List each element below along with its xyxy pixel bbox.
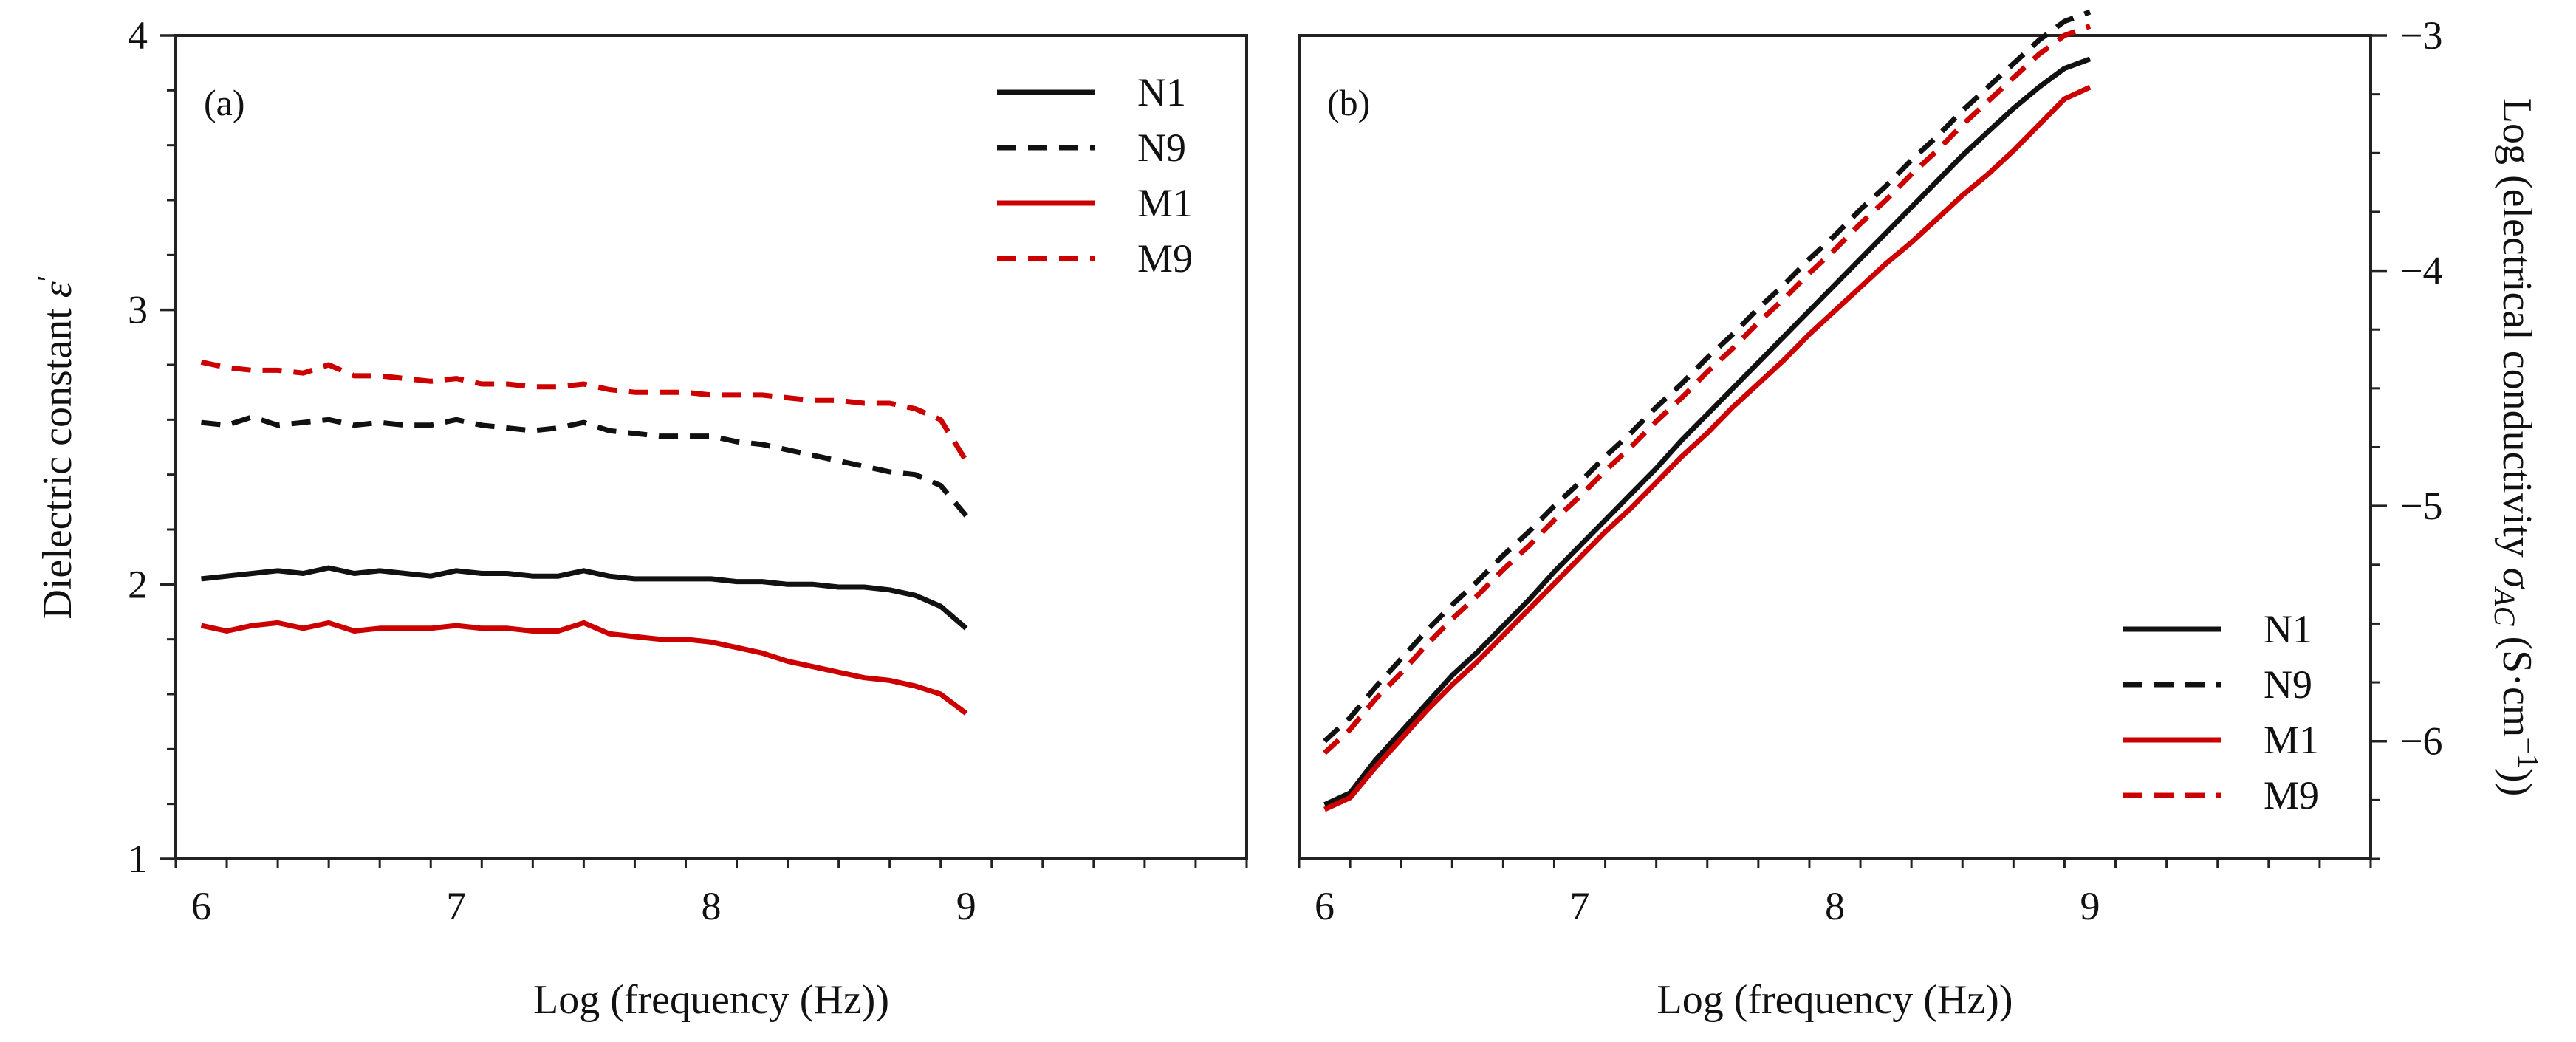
plot-frame (174, 34, 1248, 860)
y-tick-label: −6 (2400, 719, 2442, 764)
legend-label-m1: M1 (1137, 181, 1193, 225)
legend-label-n9: N9 (2264, 662, 2312, 707)
x-axis-title: Log (frequency (Hz)) (533, 977, 889, 1023)
legend: N1 N9 M1 M9 (2123, 607, 2319, 818)
x-tick-label: 9 (956, 884, 976, 928)
legend-label-m9: M9 (2264, 773, 2319, 818)
panel-b: 6 7 8 9 −6 −5 −4 −3 Log (frequency (Hz)) Log (ele… (1298, 9, 2545, 1023)
x-tick-label: 9 (2080, 884, 2100, 928)
legend-label-n1: N1 (1137, 70, 1186, 114)
series-line-m1 (200, 620, 968, 716)
x-axis-title: Log (frequency (Hz)) (1657, 977, 2013, 1023)
panel-label: (b) (1327, 82, 1370, 123)
y-tick-label: −4 (2400, 249, 2442, 293)
x-tick-label: 8 (1825, 884, 1845, 928)
panel-a: 6 7 8 9 1 2 3 4 Log (frequency (Hz)) Dielectric c… (31, 13, 1248, 1023)
x-tick-label: 8 (702, 884, 722, 928)
legend: N1 N9 M1 M9 (997, 70, 1193, 281)
legend-label-m9: M9 (1137, 236, 1193, 281)
y-axis-title: Dielectric constant ε′ (31, 275, 80, 619)
x-tick-label: 7 (1570, 884, 1590, 928)
y-axis-title: Log (electrical conductivity σAC (S·cm−1… (2488, 98, 2545, 796)
y-tick-label: 3 (128, 288, 148, 332)
plot-frame (1298, 34, 2372, 860)
x-tick-label: 7 (446, 884, 466, 928)
y-tick-label: 4 (128, 13, 148, 58)
x-tick-label: 6 (1315, 884, 1335, 928)
legend-label-m1: M1 (2264, 718, 2319, 762)
series-line-n9 (1323, 9, 2092, 744)
series-line-m1 (1323, 84, 2092, 812)
legend-label-n1: N1 (2264, 607, 2312, 651)
series-line-n1 (201, 565, 968, 631)
x-tick-label: 6 (191, 884, 211, 928)
y-tick-label: −5 (2400, 484, 2442, 528)
panel-label: (a) (204, 82, 245, 123)
y-tick-label: 2 (128, 562, 148, 606)
y-tick-label: 1 (128, 837, 148, 881)
legend-label-n9: N9 (1137, 126, 1186, 170)
series-line-n1 (1323, 56, 2092, 807)
series-line-n9 (201, 414, 968, 518)
y-tick-label: −3 (2400, 13, 2442, 58)
series-line-m9 (200, 359, 969, 462)
series-line-m9 (1323, 24, 2092, 755)
